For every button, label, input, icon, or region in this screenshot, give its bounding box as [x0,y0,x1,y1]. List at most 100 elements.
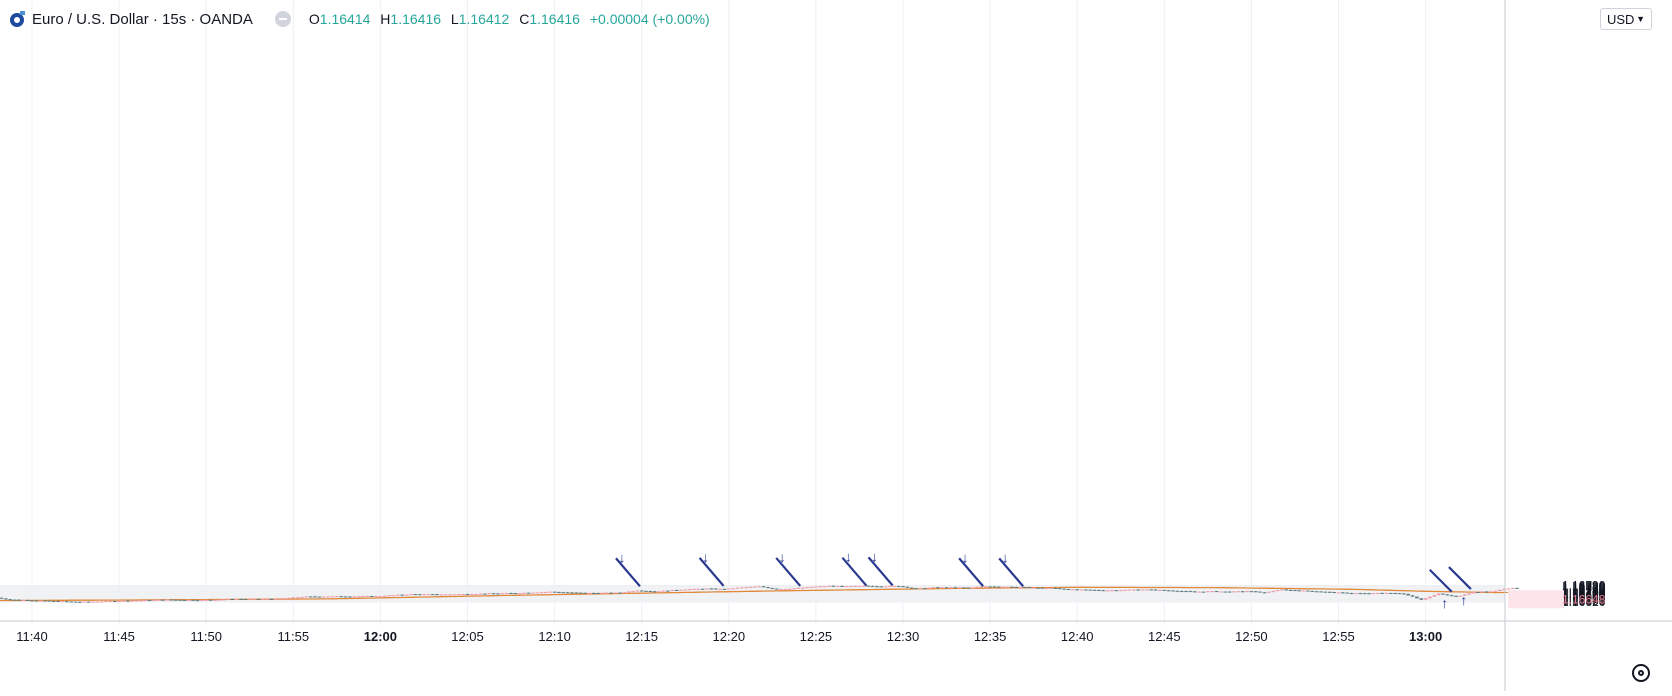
candle-up [461,594,465,595]
candle-up [356,596,361,598]
candle-down [73,601,78,603]
candle-up [304,596,309,598]
candle-up [626,591,631,593]
candle-up [1336,592,1341,594]
down-arrow-glyph: ↓ [962,549,969,565]
candle-down [988,586,992,588]
candle-down [1249,591,1254,593]
candle-down [1476,592,1480,594]
candle-down [1162,589,1167,591]
candle-up [426,594,431,596]
candle-down [997,586,1001,588]
gear-icon[interactable] [1632,664,1650,682]
symbol-title[interactable]: Euro / U.S. Dollar · 15s · OANDA [32,10,253,28]
candle-down [648,591,653,593]
close-label: C [519,11,530,27]
candle-up [134,600,139,602]
candle-down [1223,591,1228,593]
down-arrow-line [867,556,894,587]
candle-up [335,596,339,598]
down-arrow-line [698,557,725,587]
candle-down [914,588,918,590]
candle-up [748,586,753,588]
candle-down [4,598,8,600]
candle-down [256,598,261,600]
candle-down [574,592,579,594]
candle-up [600,592,605,594]
high-value: 1.16416 [390,11,442,27]
candle-down [552,591,557,593]
candle-up [975,586,979,588]
candle-down [435,594,439,596]
candle-down [866,585,870,587]
candle-down [78,601,82,603]
candle-down [879,586,884,588]
candle-up [200,599,204,601]
candle-up [735,587,740,589]
y-tick-label: 1.16690 [1562,588,1606,602]
candle-up [1127,589,1132,591]
x-tick-label: 12:35 [974,629,1007,644]
down-arrow-glyph: ↓ [871,548,878,564]
candle-down [343,596,348,598]
candle-up [539,592,544,594]
candle-down [840,585,844,587]
candle-up [156,599,161,601]
candle-up [374,596,378,598]
candle-up [470,594,474,596]
candle-up [95,601,100,603]
candle-up [679,589,683,591]
candle-down [147,600,152,602]
eye-icon[interactable] [274,11,291,27]
candle-down [639,590,644,592]
candle-down [1014,586,1019,588]
candle-down [557,591,561,593]
candle-down [1149,589,1154,591]
candle-up [500,593,505,595]
candle-down [1092,589,1097,591]
oanda-logo-icon[interactable] [8,10,26,28]
candle-up [234,598,239,600]
candle-up [940,587,944,589]
candle-up [60,601,65,603]
x-tick-label: 12:20 [713,629,746,644]
currency-selector[interactable]: USD ▼ [1600,8,1652,30]
grid-lines [0,0,1505,625]
up-arrow-line [1448,566,1472,590]
candle-down [561,592,566,594]
candle-down [86,601,91,603]
candle-up [82,601,87,603]
candle-up [186,599,191,601]
candle-up [1467,593,1471,595]
candle-down [1101,590,1106,592]
y-tick-label: 1.16700 [1562,587,1606,601]
candle-up [740,587,744,589]
candle-up [683,589,688,591]
candle-down [308,596,313,598]
candle-down [269,598,274,600]
candle-up [983,586,988,588]
up-arrow-glyph: ↑ [1441,595,1448,611]
candle-down [1415,596,1419,599]
candle-up [213,599,217,601]
candle-down [47,600,52,602]
candle-down [1410,595,1415,597]
candle-down [713,588,718,590]
candle-up [1489,591,1493,593]
y-tick-label: 1.16710 [1562,586,1606,600]
candle-down [25,600,30,602]
candle-down [1319,591,1323,593]
candle-up [862,585,866,587]
y-tick-label: 1.16650 [1562,592,1606,606]
y-tick-label: 1.16770 [1562,580,1606,594]
candle-down [465,594,470,595]
x-tick-label: 11:40 [16,629,48,644]
candle-up [1506,588,1511,590]
candle-down [565,592,570,594]
candle-up [387,595,391,597]
candle-down [1349,593,1354,595]
candle-up [1267,591,1271,593]
candle-up [1031,587,1036,589]
